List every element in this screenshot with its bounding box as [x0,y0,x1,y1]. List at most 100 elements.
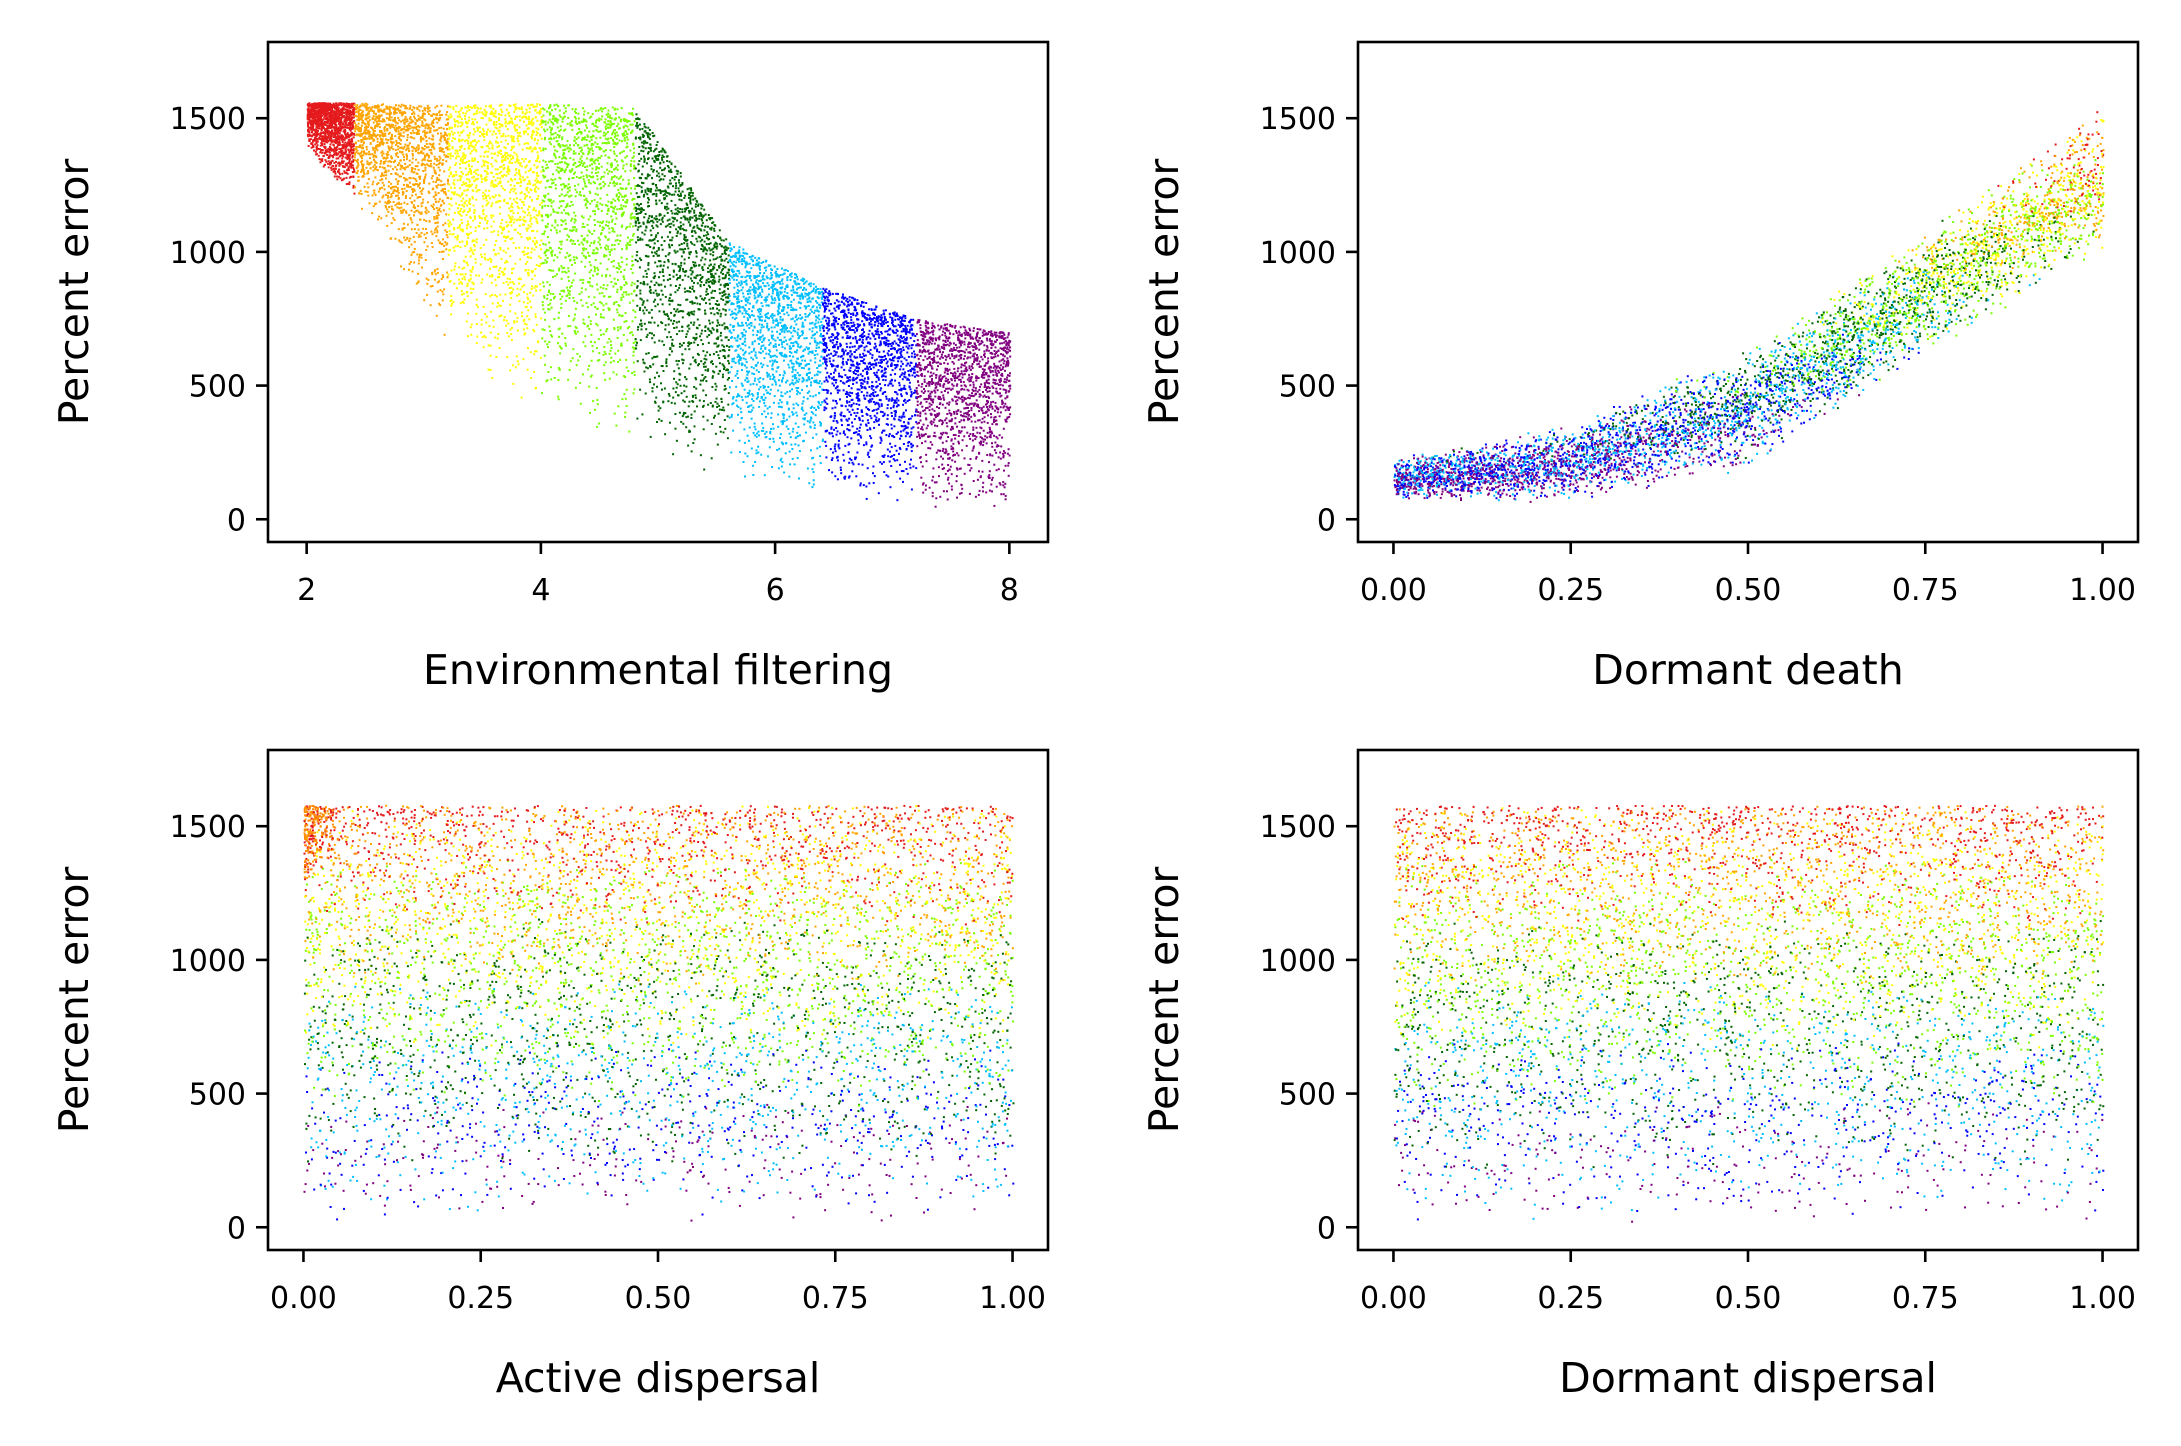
data-point [403,177,405,179]
data-point [364,186,366,188]
data-point [307,114,309,116]
data-point [415,159,417,161]
data-point [448,214,450,216]
data-point [461,118,463,120]
data-point [469,208,471,210]
data-point [427,108,429,110]
data-point [507,158,509,160]
data-point [506,236,508,238]
data-point [330,132,332,134]
data-point [354,154,356,156]
data-point [432,113,434,115]
data-point [423,148,425,150]
data-point [440,205,442,207]
data-point [479,222,481,224]
data-point [418,257,420,259]
data-point [521,158,523,160]
data-point [464,106,466,108]
data-point [450,295,452,297]
data-point [424,176,426,178]
data-point [417,273,419,275]
data-point [358,176,360,178]
data-point [533,164,535,166]
data-point [541,202,543,204]
data-point [443,245,445,247]
data-point [467,313,469,315]
data-point [529,238,531,240]
data-point [437,291,439,293]
data-point [469,184,471,186]
data-point [466,204,468,206]
data-point [318,122,320,124]
data-point [477,169,479,171]
data-point [312,140,314,142]
data-point [463,206,465,208]
data-point [382,150,384,152]
data-point [530,136,532,138]
data-point [362,144,364,146]
data-point [411,228,413,230]
data-point [488,369,490,371]
data-point [402,211,404,213]
data-point [437,217,439,219]
data-point [503,250,505,252]
data-point [361,103,363,105]
data-point [406,190,408,192]
data-point [391,188,393,190]
data-point [447,179,449,181]
data-point [494,294,496,296]
data-point [490,119,492,121]
data-point [521,286,523,288]
data-point [492,202,494,204]
data-point [395,125,397,127]
data-point [449,133,451,135]
data-point [420,236,422,238]
data-point [372,194,374,196]
data-point [498,253,500,255]
data-point [395,238,397,240]
data-point [356,134,358,136]
data-point [369,202,371,204]
data-point [466,178,468,180]
data-point [398,142,400,144]
data-point [333,111,335,113]
data-point [470,232,472,234]
data-point [332,141,334,143]
data-point [473,128,475,130]
data-point [367,195,369,197]
data-point [522,149,524,151]
data-point [540,248,542,250]
data-point [366,173,368,175]
data-point [470,334,472,336]
data-point [426,283,428,285]
data-point [400,139,402,141]
data-point [433,208,435,210]
data-point [387,201,389,203]
data-point [460,160,462,162]
data-point [430,304,432,306]
data-point [313,133,315,135]
data-point [497,177,499,179]
data-point [358,180,360,182]
data-point [423,182,425,184]
data-point [414,207,416,209]
data-point [396,127,398,129]
data-point [457,132,459,134]
data-point [499,200,501,202]
data-point [421,203,423,205]
data-point [436,229,438,231]
data-point [343,108,345,110]
data-point [491,231,493,233]
data-point [359,192,361,194]
data-point [536,143,538,145]
data-point [512,188,514,190]
data-point [466,214,468,216]
data-point [499,206,501,208]
data-point [512,155,514,157]
data-point [328,166,330,168]
data-point [406,203,408,205]
data-point [357,159,359,161]
data-point [342,147,344,149]
data-point [515,192,517,194]
data-point [528,269,530,271]
